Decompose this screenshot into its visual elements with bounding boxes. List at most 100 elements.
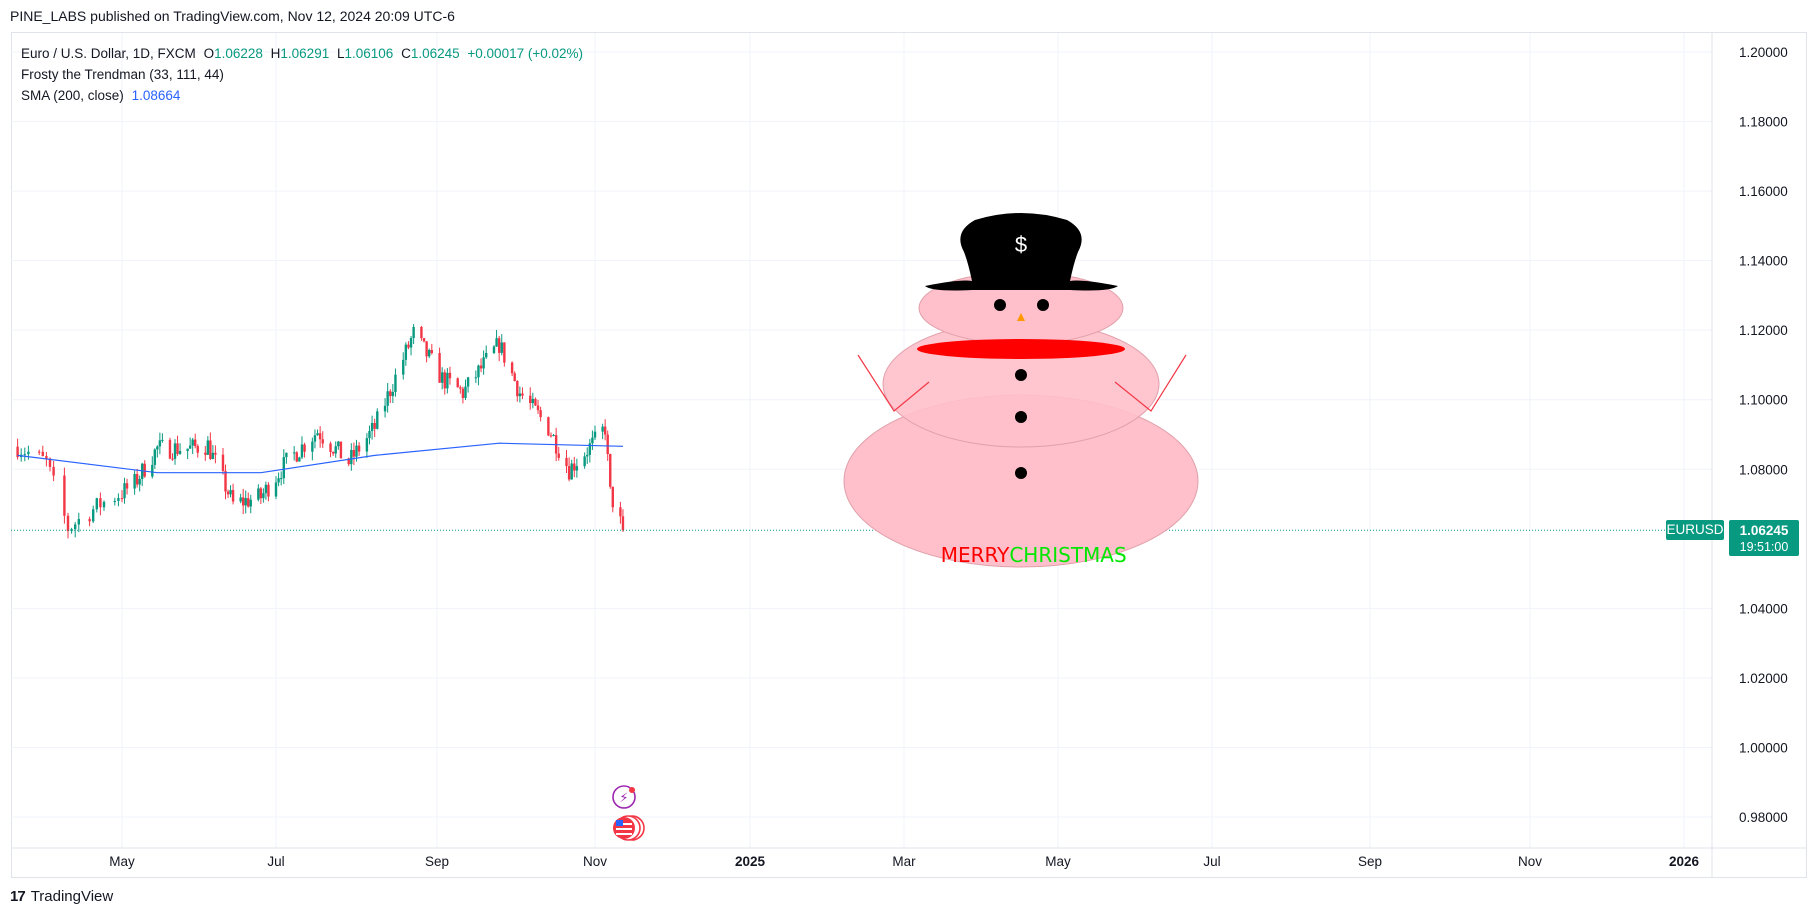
candle <box>573 456 576 478</box>
candle <box>409 336 413 356</box>
candle <box>316 429 319 436</box>
legend-change: +0.00017 (+0.02%) <box>467 46 583 61</box>
candlestick-series <box>16 324 625 539</box>
candle <box>557 446 560 461</box>
candle <box>492 345 496 355</box>
legend-symbol-row: Euro / U.S. Dollar, 1D, FXCM O1.06228 H1… <box>21 43 583 64</box>
legend-open: 1.06228 <box>214 46 263 61</box>
candle <box>292 446 296 461</box>
candle <box>500 334 503 356</box>
candle <box>41 445 44 457</box>
y-tick-label: 1.04000 <box>1739 601 1788 616</box>
x-tick-label: 2025 <box>735 854 766 869</box>
candle <box>133 470 136 495</box>
candle <box>438 347 441 383</box>
x-tick-label: Nov <box>1518 854 1542 869</box>
candle <box>510 361 514 377</box>
greeting-christmas: CHRISTMAS <box>1009 543 1126 567</box>
candle <box>214 445 217 464</box>
snowman-arm-right <box>1114 354 1187 412</box>
candle <box>92 505 95 524</box>
legend-sma-row[interactable]: SMA (200, close) 1.08664 <box>21 85 583 106</box>
candle <box>206 436 210 456</box>
candle <box>383 398 387 418</box>
x-tick-label: Mar <box>892 854 916 869</box>
price-tag-symbol: EURUSD <box>1666 520 1724 541</box>
candle <box>368 425 371 445</box>
sma-line <box>17 442 624 474</box>
candle <box>247 492 250 508</box>
candle <box>117 493 120 507</box>
candle <box>176 435 179 456</box>
candle <box>477 364 480 386</box>
chart-legend: Euro / U.S. Dollar, 1D, FXCM O1.06228 H1… <box>21 43 583 106</box>
candle <box>274 476 278 500</box>
candle <box>20 448 23 462</box>
candle <box>102 500 106 511</box>
candle <box>350 443 353 471</box>
event-icon-lightning[interactable]: ⚡ <box>612 785 636 809</box>
legend-symbol[interactable]: Euro / U.S. Dollar, 1D, FXCM <box>21 46 196 61</box>
candle <box>168 437 172 460</box>
candle <box>123 477 126 504</box>
candle <box>609 453 612 489</box>
legend-low-label: L <box>336 46 345 61</box>
candle <box>588 438 592 463</box>
candle <box>389 389 392 404</box>
candle <box>394 368 397 397</box>
candle <box>404 342 408 366</box>
snowman-hat <box>925 213 1118 291</box>
legend-sma-name[interactable]: SMA (200, close) <box>21 88 124 103</box>
candle <box>513 371 516 382</box>
candle <box>565 450 568 474</box>
legend-high: 1.06291 <box>280 46 330 61</box>
candle <box>536 399 540 414</box>
y-tick-label: 0.98000 <box>1739 810 1788 825</box>
candle <box>209 432 212 461</box>
legend-indicator-name[interactable]: Frosty the Trendman (33, 111, 44) <box>21 67 224 82</box>
candle <box>412 324 415 344</box>
candle <box>621 509 625 532</box>
candle <box>262 488 265 503</box>
candle <box>241 488 245 515</box>
price-tag-symbol-text: EURUSD <box>1666 522 1724 538</box>
snowman-button-3 <box>1015 467 1027 479</box>
candle <box>365 433 369 458</box>
candle <box>173 439 177 465</box>
snowman-button-2 <box>1015 411 1027 423</box>
candle <box>295 451 298 463</box>
y-tick-label: 1.12000 <box>1739 323 1788 338</box>
candle <box>66 512 70 539</box>
candle <box>313 429 317 449</box>
candle <box>264 481 268 500</box>
candle <box>318 426 322 448</box>
candle <box>135 468 139 488</box>
candle <box>224 464 227 500</box>
candle <box>425 341 428 363</box>
footer-brand[interactable]: 17 TradingView <box>10 888 113 905</box>
snowman-arm-left <box>857 354 930 412</box>
chart-frame[interactable] <box>11 32 1807 878</box>
candle <box>531 392 535 409</box>
candle <box>601 423 604 440</box>
candle <box>229 485 232 498</box>
candle <box>549 432 553 438</box>
candle <box>23 447 26 462</box>
candle <box>539 406 542 422</box>
candle <box>329 441 332 458</box>
candle <box>156 445 159 458</box>
legend-indicator-row[interactable]: Frosty the Trendman (33, 111, 44) <box>21 64 583 85</box>
candle <box>120 490 124 503</box>
candle <box>196 444 199 458</box>
event-icon-us-flag[interactable] <box>613 815 645 841</box>
candle <box>321 431 324 448</box>
candle <box>570 459 573 480</box>
x-tick-label: May <box>1045 854 1071 869</box>
candle <box>259 486 263 504</box>
candle <box>611 486 614 513</box>
candle <box>191 437 194 454</box>
candle <box>456 377 459 388</box>
candle <box>99 492 102 516</box>
candle <box>88 516 91 527</box>
